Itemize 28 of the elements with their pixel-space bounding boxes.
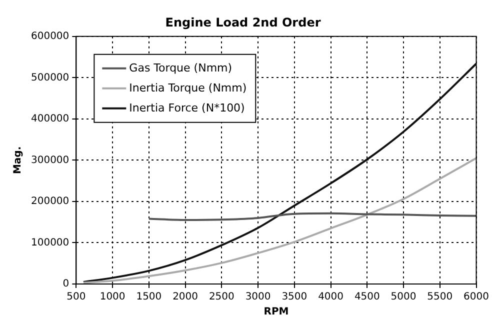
x-axis-title: RPM	[264, 306, 289, 318]
y-tick-label: 400000	[30, 114, 70, 125]
y-tick-label: 500000	[30, 72, 70, 84]
x-tick-label: 3500	[282, 292, 308, 303]
legend-label: Gas Torque (Nmm)	[129, 61, 232, 74]
line-series	[148, 212, 476, 222]
y-tick-label: 0	[62, 278, 70, 290]
x-tick-label: 2000	[172, 292, 198, 303]
line-series	[82, 157, 476, 284]
line-series	[82, 62, 476, 283]
chart-title: Engine Load 2nd Order	[165, 15, 321, 30]
legend-label: Inertia Torque (Nmm)	[129, 81, 247, 94]
y-tick-label: 300000	[30, 154, 70, 166]
x-tick-label: 1500	[136, 292, 162, 303]
x-tick-label: 500	[66, 292, 86, 303]
y-axis-title: Mag.	[12, 146, 24, 174]
x-tick-label: 4500	[354, 292, 380, 303]
x-tick-label: 3000	[245, 292, 271, 303]
y-tick-label: 600000	[30, 30, 70, 42]
x-tick-label: 2500	[208, 292, 234, 303]
x-tick-label: 6000	[464, 292, 489, 303]
x-tick-label: 5000	[390, 292, 416, 303]
x-tick-label: 1000	[100, 292, 126, 303]
legend-label: Inertia Force (N*100)	[129, 101, 245, 114]
y-tick-label: 100000	[30, 237, 70, 248]
y-tick-label: 200000	[30, 196, 70, 208]
x-tick-label: 5500	[427, 292, 453, 303]
x-tick-label: 4000	[318, 292, 344, 303]
